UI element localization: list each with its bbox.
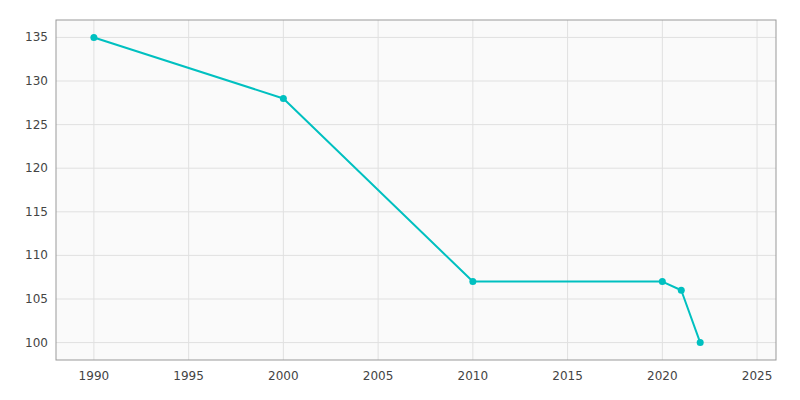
y-grid-line xyxy=(56,81,776,82)
x-tick-label: 2005 xyxy=(363,369,394,383)
tick-labels: 1990 1995 2000 2005 2010 2015 2020 2025 100 105 11… xyxy=(25,30,772,383)
point xyxy=(678,287,685,294)
x-grid-line xyxy=(757,20,758,360)
point xyxy=(280,95,287,102)
x-tick-label: 1990 xyxy=(79,369,110,383)
x-tick-label: 1995 xyxy=(173,369,204,383)
y-grid-line xyxy=(56,37,776,38)
series xyxy=(90,34,703,346)
y-grid-line xyxy=(56,168,776,169)
point xyxy=(659,278,666,285)
x-grid-line xyxy=(283,20,284,360)
x-tick-label: 2025 xyxy=(742,369,773,383)
y-grid-line xyxy=(56,342,776,343)
x-grid-line xyxy=(472,20,473,360)
y-grid-line xyxy=(56,298,776,299)
point xyxy=(469,278,476,285)
y-tick-label: 130 xyxy=(25,74,48,88)
y-tick-label: 110 xyxy=(25,248,48,262)
plot-background xyxy=(56,20,776,360)
y-grid-line xyxy=(56,124,776,125)
x-grid-line xyxy=(188,20,189,360)
x-grid-line xyxy=(93,20,94,360)
x-grid-line xyxy=(567,20,568,360)
y-tick-label: 120 xyxy=(25,161,48,175)
x-tick-label: 2010 xyxy=(458,369,489,383)
y-grid-line xyxy=(56,255,776,256)
chart-svg: 1990 1995 2000 2005 2010 2015 2020 2025 100 105 11… xyxy=(0,0,800,400)
y-tick-label: 115 xyxy=(25,205,48,219)
y-grid-line xyxy=(56,211,776,212)
x-tick-label: 2000 xyxy=(268,369,299,383)
y-tick-label: 100 xyxy=(25,336,48,350)
y-tick-label: 135 xyxy=(25,30,48,44)
line xyxy=(94,37,700,342)
y-tick-label: 125 xyxy=(25,118,48,132)
x-tick-label: 2015 xyxy=(552,369,583,383)
x-grid-line xyxy=(662,20,663,360)
point xyxy=(90,34,97,41)
grid xyxy=(56,20,776,360)
plot-frame xyxy=(56,20,776,360)
point xyxy=(697,339,704,346)
x-tick-label: 2020 xyxy=(647,369,678,383)
chart-container: 1990 1995 2000 2005 2010 2015 2020 2025 100 105 11… xyxy=(0,0,800,400)
y-tick-label: 105 xyxy=(25,292,48,306)
